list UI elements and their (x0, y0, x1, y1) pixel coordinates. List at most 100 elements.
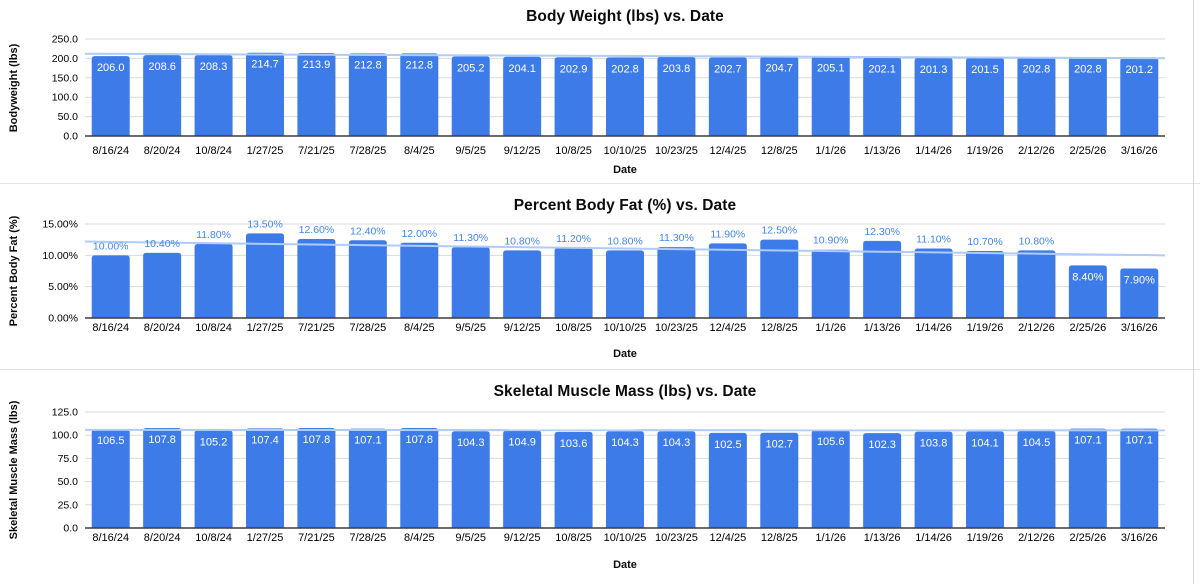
sheet-column-border (1193, 0, 1194, 584)
bar-value-label: 104.5 (1023, 437, 1051, 449)
bar-value-label: 12.60% (299, 224, 335, 236)
y-tick-label: 150.0 (52, 72, 78, 84)
chart-panel-body-weight[interactable]: Body Weight (lbs) vs. Date Bodyweight (l… (0, 0, 1200, 184)
bar-value-label: 11.90% (710, 228, 745, 240)
bar-value-label: 202.7 (714, 63, 742, 75)
bar-value-label: 103.8 (920, 438, 948, 450)
x-tick-label: 10/23/25 (655, 322, 698, 334)
bar-value-label: 107.8 (148, 434, 176, 446)
x-tick-label: 12/4/25 (710, 322, 747, 334)
bar-value-label: 10.70% (967, 236, 1003, 248)
bar (708, 57, 747, 136)
y-tick-label: 0.0 (63, 523, 78, 535)
bar-value-label: 212.8 (406, 59, 434, 71)
x-tick-label: 1/19/26 (967, 145, 1004, 157)
x-tick-label: 10/8/24 (195, 145, 232, 157)
bar-value-label: 11.20% (556, 233, 591, 245)
bar (246, 233, 284, 318)
bar-value-label: 201.5 (971, 64, 999, 76)
bar-value-label: 12.30% (864, 226, 900, 238)
bar (246, 428, 284, 528)
trendline (84, 240, 1166, 257)
y-tick-label: 50.0 (58, 111, 79, 123)
bar (657, 247, 696, 318)
x-tick-label: 9/5/25 (455, 532, 486, 544)
x-tick-label: 2/25/26 (1070, 145, 1107, 157)
y-tick-label: 100.0 (52, 430, 78, 442)
bar-value-label: 202.1 (868, 64, 896, 76)
x-tick-label: 7/21/25 (298, 145, 335, 157)
chart-panel-skeletal-muscle-mass[interactable]: Skeletal Muscle Mass (lbs) vs. Date Skel… (0, 370, 1200, 584)
bar-value-label: 102.5 (714, 439, 742, 451)
x-axis-title: Date (613, 348, 637, 360)
bar-value-label: 104.3 (457, 437, 485, 449)
bar (503, 430, 542, 528)
bar (91, 56, 130, 136)
bar-value-label: 107.8 (303, 434, 331, 446)
bar-value-label: 104.1 (971, 437, 999, 449)
bar (1017, 250, 1056, 318)
x-tick-label: 2/12/26 (1018, 322, 1055, 334)
bar-value-label: 202.8 (1023, 63, 1051, 75)
x-tick-label: 8/20/24 (144, 322, 181, 334)
body-weight-bar-plot: 0.0 50.0 100.0 150.0 200.0 250.0 206.0 208.6 208… (52, 34, 1166, 157)
bar (863, 433, 902, 528)
bar (451, 431, 490, 528)
bar-value-label: 214.7 (251, 59, 279, 71)
x-tick-label: 7/28/25 (350, 532, 387, 544)
bar-value-label: 202.9 (560, 63, 588, 75)
bar-value-label: 10.00% (93, 240, 129, 252)
chart-title: Skeletal Muscle Mass (lbs) vs. Date (493, 383, 757, 400)
y-tick-label: 100.0 (52, 92, 78, 104)
bar-value-label: 8.40% (1072, 271, 1103, 283)
x-tick-label: 8/4/25 (404, 532, 435, 544)
bar-value-label: 105.6 (817, 436, 845, 448)
x-tick-label: 10/23/25 (655, 145, 698, 157)
bar (348, 240, 387, 318)
bar-value-label: 102.3 (868, 439, 896, 451)
bar (246, 52, 284, 137)
x-tick-label: 8/16/24 (92, 145, 129, 157)
bar (914, 431, 953, 528)
bar (966, 57, 1004, 136)
x-tick-label: 1/1/26 (815, 145, 846, 157)
x-tick-label: 10/10/25 (604, 322, 647, 334)
x-tick-label: 2/25/26 (1070, 322, 1107, 334)
y-tick-label: 15.00% (42, 219, 78, 231)
bar (297, 239, 336, 318)
x-tick-label: 12/8/25 (761, 322, 798, 334)
bar (708, 432, 747, 528)
bar-value-label: 107.1 (1074, 435, 1102, 447)
x-tick-label: 1/13/26 (864, 532, 901, 544)
x-tick-label: 8/4/25 (404, 322, 435, 334)
bar (760, 56, 799, 136)
bar (503, 250, 542, 318)
x-tick-label: 9/5/25 (455, 322, 486, 334)
x-tick-label: 12/8/25 (761, 532, 798, 544)
bar-value-label: 13.50% (247, 218, 283, 230)
bar-value-label: 12.00% (401, 228, 437, 240)
bar (966, 250, 1004, 318)
bar (606, 57, 644, 136)
x-tick-label: 10/8/24 (195, 532, 232, 544)
bar (760, 239, 799, 318)
bar-value-label: 7.90% (1124, 274, 1155, 286)
bar-value-label: 107.1 (1126, 435, 1154, 447)
x-tick-label: 1/1/26 (815, 322, 846, 334)
bar-value-label: 204.1 (508, 63, 536, 75)
bar-value-label: 201.3 (920, 64, 948, 76)
x-tick-label: 10/8/24 (195, 322, 232, 334)
y-tick-label: 5.00% (48, 281, 78, 293)
x-tick-label: 7/21/25 (298, 322, 335, 334)
bar (451, 247, 490, 318)
bar (297, 427, 336, 528)
bar-value-label: 203.8 (663, 63, 691, 75)
x-tick-label: 8/16/24 (92, 322, 129, 334)
x-tick-label: 7/21/25 (298, 532, 335, 544)
x-tick-label: 9/12/25 (504, 145, 541, 157)
x-tick-label: 10/10/25 (604, 145, 647, 157)
bar (606, 250, 644, 318)
chart-panel-percent-body-fat[interactable]: Percent Body Fat (%) vs. Date Percent Bo… (0, 184, 1200, 370)
bar (194, 55, 233, 137)
bar (143, 55, 182, 136)
